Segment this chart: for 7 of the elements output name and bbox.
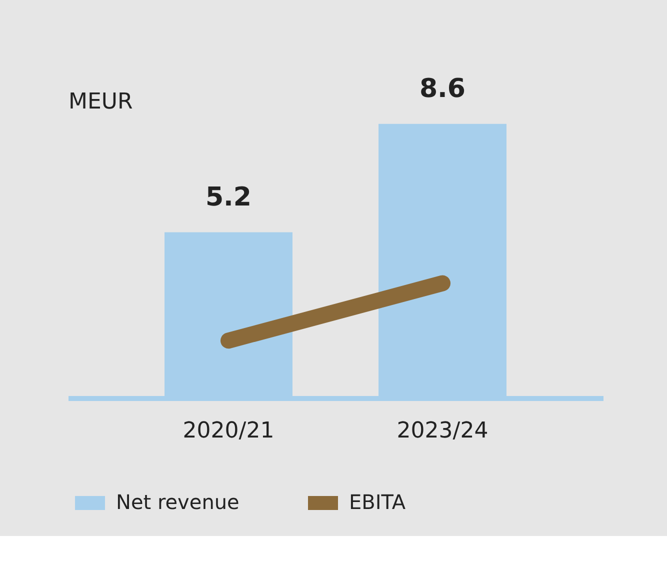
x-tick-label: 2023/24 [396, 418, 488, 444]
data-label: 5.2 [205, 182, 252, 212]
legend-label: Net revenue [116, 490, 240, 514]
x-tick-label: 2020/21 [182, 418, 274, 444]
data-label: 8.6 [419, 74, 466, 104]
legend-label: EBITA [349, 490, 406, 514]
y-axis-title: MEUR [68, 90, 133, 114]
